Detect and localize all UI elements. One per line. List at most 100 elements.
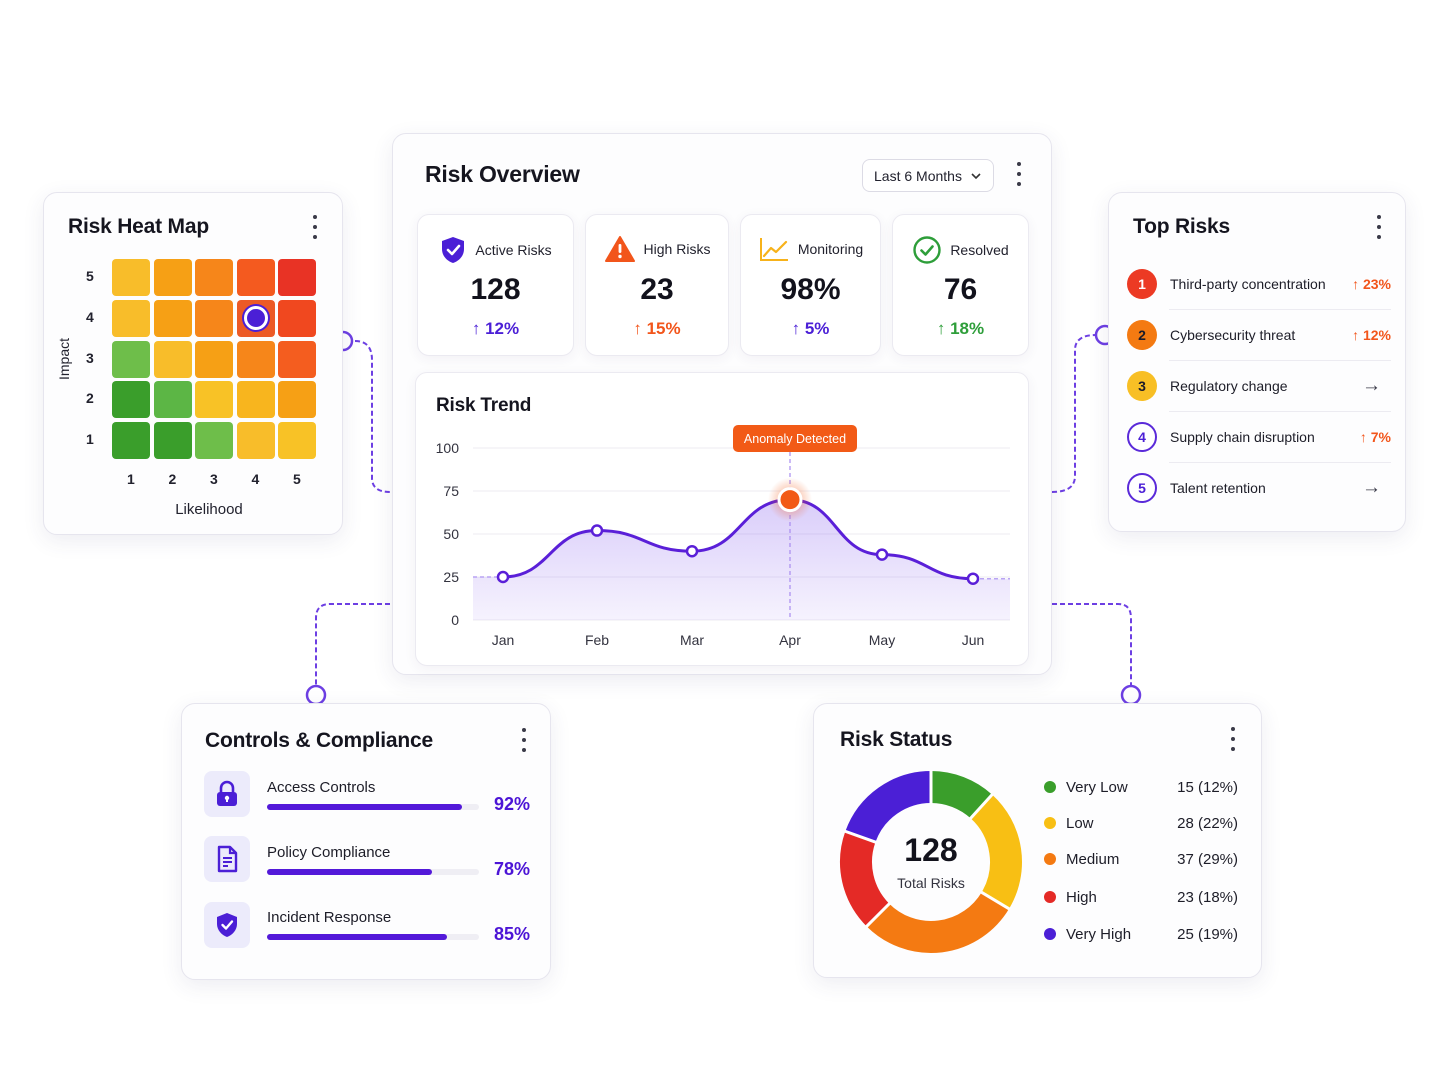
heat-map-cell[interactable] xyxy=(112,422,150,460)
heat-map-cell[interactable] xyxy=(195,299,233,337)
period-dropdown-value: Last 6 Months xyxy=(874,167,962,184)
stat-card-resolved[interactable]: Resolved 76 ↑ 18% xyxy=(892,214,1029,356)
heat-map-cell[interactable] xyxy=(278,422,316,460)
likelihood-tick: 1 xyxy=(127,471,135,487)
selected-cell-marker[interactable] xyxy=(243,306,268,331)
control-name: Access Controls xyxy=(267,779,376,796)
heat-map-cell[interactable] xyxy=(278,381,316,419)
impact-tick: 4 xyxy=(86,308,94,325)
heat-map-cell[interactable] xyxy=(153,259,192,296)
stat-delta-value: 12% xyxy=(485,319,520,338)
risk-delta-value: 23% xyxy=(1362,275,1391,292)
stat-label: Active Risks xyxy=(475,242,552,258)
legend-item: Low 28 (22%) xyxy=(1044,812,1238,834)
legend-value: 28 (22%) xyxy=(1177,814,1238,832)
heat-map-cell[interactable] xyxy=(236,340,275,378)
y-tick-label: 0 xyxy=(451,612,459,628)
more-options-icon[interactable] xyxy=(308,215,322,239)
donut-total-label: Total Risks xyxy=(897,875,965,891)
heat-map-cell[interactable] xyxy=(112,340,150,378)
heat-map-cell[interactable] xyxy=(195,340,233,378)
heat-map-cell[interactable] xyxy=(195,259,233,296)
legend-item: Very Low 15 (12%) xyxy=(1044,776,1238,798)
likelihood-tick: 3 xyxy=(210,471,218,487)
donut-total: 128 xyxy=(904,832,958,868)
heat-map-cell[interactable] xyxy=(195,422,233,460)
heat-map-cell[interactable] xyxy=(278,340,316,378)
y-tick-label: 75 xyxy=(443,483,459,499)
connector-node xyxy=(1120,684,1142,706)
divider xyxy=(1169,462,1391,463)
donut-gap xyxy=(968,792,994,821)
y-tick-label: 25 xyxy=(443,569,459,585)
controls-compliance-card: Controls & Compliance Access Controls 92… xyxy=(181,703,551,980)
stat-delta: ↑ 15% xyxy=(586,319,728,339)
legend-dot xyxy=(1044,817,1056,829)
top-risk-item[interactable]: 5 Talent retention → xyxy=(1127,462,1391,513)
x-tick-label: May xyxy=(869,632,895,648)
progress-percent: 85% xyxy=(493,924,530,944)
top-risk-item[interactable]: 3 Regulatory change → xyxy=(1127,360,1391,411)
stat-card-high-risks[interactable]: High Risks 23 ↑ 15% xyxy=(585,214,729,356)
arrow-up-icon: ↑ xyxy=(633,319,647,338)
heat-map-cell[interactable] xyxy=(112,259,150,296)
progress-bar xyxy=(267,804,479,810)
heat-map-cell[interactable] xyxy=(236,381,275,419)
stat-label: High Risks xyxy=(643,241,711,257)
progress-fill xyxy=(267,804,463,810)
arrow-up-icon: ↑ xyxy=(1352,326,1363,343)
shield-check-icon xyxy=(204,902,250,948)
divider xyxy=(1169,309,1391,310)
heat-map-cell[interactable] xyxy=(195,381,233,419)
heat-map-cell[interactable] xyxy=(278,259,316,296)
risk-name: Talent retention xyxy=(1170,479,1266,496)
heat-map-cell[interactable] xyxy=(112,299,150,337)
rank-badge: 1 xyxy=(1127,268,1157,299)
anomaly-point xyxy=(777,487,803,513)
y-tick-label: 50 xyxy=(443,526,459,542)
heat-map-cell[interactable] xyxy=(236,259,275,296)
stat-value: 76 xyxy=(943,273,978,306)
likelihood-tick: 2 xyxy=(168,471,177,487)
heat-map-cell[interactable] xyxy=(153,340,192,378)
legend-value: 15 (12%) xyxy=(1177,778,1238,796)
stat-delta-value: 15% xyxy=(646,319,681,338)
arrow-right-icon: → xyxy=(1362,476,1381,498)
legend-name: Medium xyxy=(1066,850,1120,868)
y-tick-label: 100 xyxy=(436,440,460,456)
stat-value: 98% xyxy=(780,273,841,306)
heat-map-cell[interactable] xyxy=(153,422,192,460)
arrow-up-icon: ↑ xyxy=(791,319,805,338)
check-circle-icon xyxy=(913,236,942,264)
chart-title: Risk Trend xyxy=(436,395,532,416)
top-risk-item[interactable]: 1 Third-party concentration ↑ 23% xyxy=(1127,258,1391,309)
trend-point xyxy=(590,524,604,537)
donut-slice[interactable] xyxy=(866,891,1010,953)
x-tick-label: Mar xyxy=(680,632,704,648)
more-options-icon[interactable] xyxy=(1372,215,1386,239)
donut-slice[interactable] xyxy=(845,771,932,843)
legend-item: Very High 25 (19%) xyxy=(1044,923,1238,945)
top-risk-item[interactable]: 4 Supply chain disruption ↑ 7% xyxy=(1127,411,1391,462)
heat-map-cell[interactable] xyxy=(153,299,192,337)
stat-card-monitoring[interactable]: Monitoring 98% ↑ 5% xyxy=(740,214,881,356)
stat-value: 128 xyxy=(470,273,521,306)
trend-area xyxy=(473,499,1010,620)
heat-map-cell[interactable] xyxy=(278,299,316,337)
heat-map-cell[interactable] xyxy=(112,381,150,419)
more-options-icon[interactable] xyxy=(1012,162,1026,186)
rank-badge: 4 xyxy=(1127,421,1157,452)
heat-map-cell[interactable] xyxy=(236,422,275,460)
period-dropdown[interactable]: Last 6 Months xyxy=(862,159,994,192)
more-options-icon[interactable] xyxy=(1226,727,1240,751)
stat-card-active-risks[interactable]: Active Risks 128 ↑ 12% xyxy=(417,214,574,356)
control-name: Incident Response xyxy=(267,909,392,926)
top-risk-item[interactable]: 2 Cybersecurity threat ↑ 12% xyxy=(1127,309,1391,360)
donut-slice[interactable] xyxy=(930,771,993,819)
donut-slice[interactable] xyxy=(840,831,890,927)
more-options-icon[interactable] xyxy=(517,728,531,752)
progress-fill xyxy=(267,869,433,875)
donut-slice[interactable] xyxy=(970,794,1022,909)
connector-node xyxy=(305,684,327,706)
heat-map-cell[interactable] xyxy=(153,381,192,419)
